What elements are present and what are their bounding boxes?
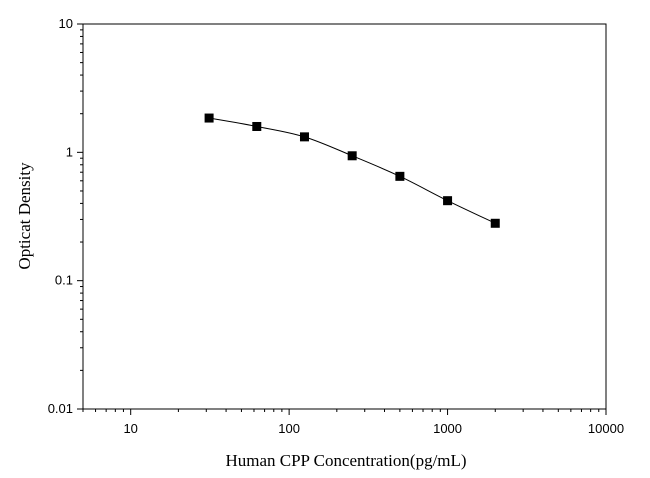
data-point	[204, 113, 214, 123]
y-tick-label: 10	[59, 16, 73, 31]
data-point	[347, 151, 357, 161]
y-tick-label: 0.01	[48, 401, 73, 416]
x-tick-label: 1000	[433, 421, 462, 436]
data-point	[443, 196, 453, 206]
ticks-layer: 10 100 1000 10000 0.01 0.1 1 10	[48, 16, 624, 436]
y-axis-title: Opticat Density	[15, 162, 34, 270]
y-tick-label: 0.1	[55, 273, 73, 288]
data-point	[490, 218, 500, 228]
data-point	[252, 121, 262, 131]
y-tick-label: 1	[66, 144, 73, 159]
x-axis-title: Human CPP Concentration(pg/mL)	[225, 451, 466, 470]
x-tick-label: 10000	[588, 421, 624, 436]
plot-frame	[82, 23, 607, 410]
x-tick-label: 100	[278, 421, 300, 436]
data-point	[395, 171, 405, 181]
data-point	[299, 132, 309, 142]
data-points-layer	[204, 113, 500, 228]
x-tick-label: 10	[123, 421, 137, 436]
fit-curve	[209, 117, 496, 224]
